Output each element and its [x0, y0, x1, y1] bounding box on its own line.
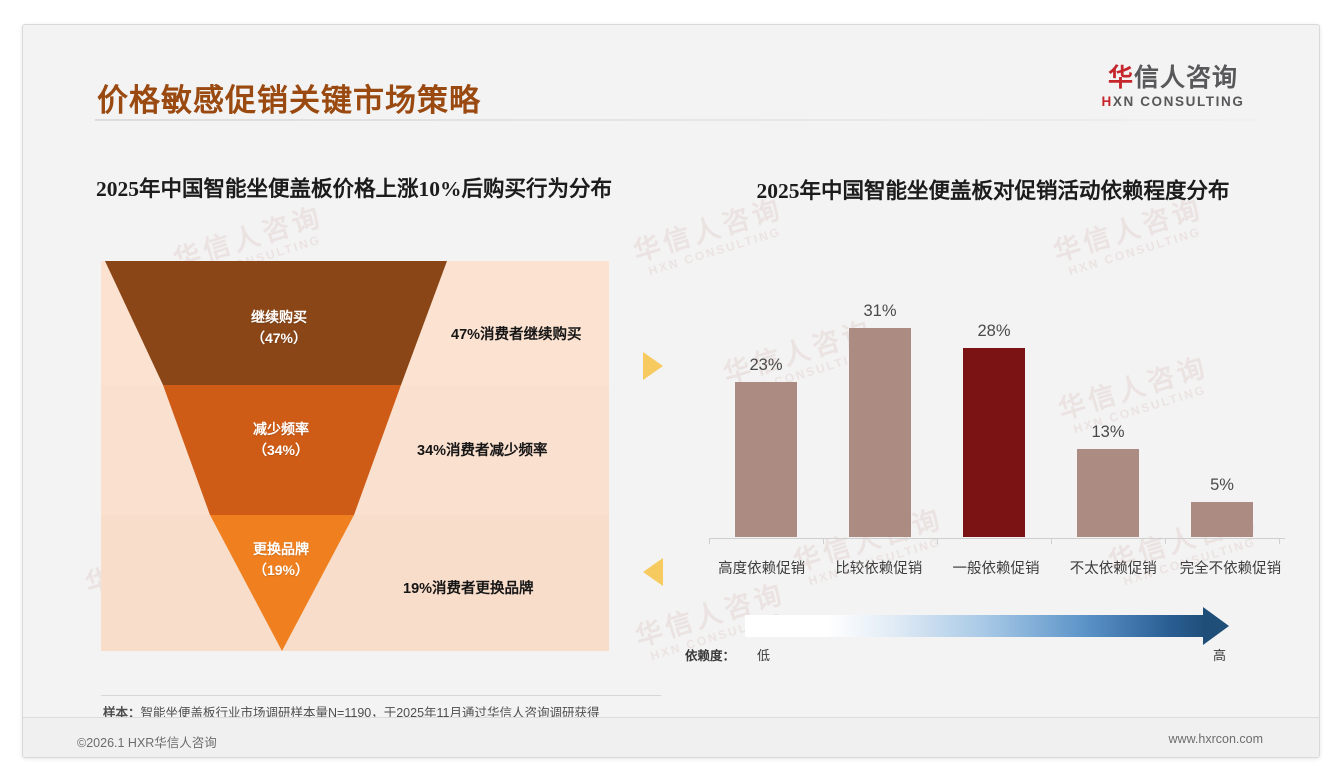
- header-divider: [95, 119, 1255, 121]
- source-note-text: 智能坐便盖板行业市场调研样本量N=1190，于2025年11月通过华信人咨询调研…: [140, 706, 600, 720]
- watermark: 华信人咨询 HXN CONSULTING: [1049, 193, 1207, 279]
- bar-rect-highlight: [963, 348, 1025, 537]
- logo-brand-char: 华: [1107, 64, 1134, 92]
- funnel-segment-1: [105, 261, 447, 385]
- funnel-segment-2: [163, 385, 401, 515]
- bar-column: 13%: [1051, 291, 1165, 537]
- bar-rect: [735, 382, 797, 537]
- footer-website: www.hxrcon.com: [1168, 732, 1263, 746]
- left-chart-title: 2025年中国智能坐便盖板价格上涨10%后购买行为分布: [95, 177, 612, 201]
- logo-english-mark: H: [1101, 94, 1113, 110]
- funnel-note-3: 19%消费者更换品牌: [403, 581, 534, 597]
- bar-column: 23%: [709, 291, 823, 537]
- bar-value-label: 28%: [977, 322, 1011, 340]
- footer-copyright: ©2026.1 HXR华信人咨询: [77, 736, 217, 750]
- axis-tick: [1279, 538, 1280, 544]
- funnel-band-3: [101, 515, 609, 651]
- gradient-arrow-head-icon: [1203, 607, 1229, 645]
- bar-chart: 23% 31% 28% 13% 5%: [685, 273, 1285, 577]
- play-right-triangle-icon: [643, 352, 663, 380]
- bar-value-label: 23%: [749, 356, 783, 374]
- bar-value-label: 13%: [1091, 423, 1125, 441]
- right-chart-title: 2025年中国智能坐便盖板对促销活动依赖程度分布: [756, 179, 1230, 203]
- logo-english-rest: XN CONSULTING: [1112, 94, 1245, 110]
- source-divider: [101, 695, 661, 696]
- axis-tick: [937, 538, 938, 544]
- watermark: 华信人咨询 HXN CONSULTING: [629, 193, 787, 279]
- legend-high-label: 高: [1213, 648, 1227, 663]
- bar-category-label: 比较依赖促销: [835, 561, 923, 577]
- source-note-label: 样本：: [103, 706, 141, 720]
- bar-value-label: 5%: [1210, 476, 1234, 494]
- slide-canvas: 价格敏感促销关键市场策略 华信人咨询 HXN CONSULTING 华信人咨询 …: [22, 24, 1320, 758]
- funnel-note-2: 34%消费者减少频率: [417, 443, 548, 459]
- funnel-segment-3: [210, 515, 354, 651]
- bar-category-label: 完全不依赖促销: [1179, 561, 1282, 577]
- axis-tick: [823, 538, 824, 544]
- funnel-label-2: 减少频率 （34%）: [252, 421, 310, 458]
- legend-label: 依赖度：: [685, 649, 736, 663]
- bar-rect: [849, 328, 911, 537]
- bar-column-highlight: 28%: [937, 291, 1051, 537]
- page-title: 价格敏感促销关键市场策略: [97, 83, 481, 118]
- bar-rect: [1077, 449, 1139, 537]
- slide-footer: ©2026.1 HXR华信人咨询 www.hxrcon.com: [23, 718, 1319, 757]
- axis-tick: [1051, 538, 1052, 544]
- bar-value-label: 31%: [863, 302, 897, 320]
- footer-divider: [23, 717, 1319, 718]
- funnel-label-3: 更换品牌 （19%）: [252, 541, 310, 578]
- funnel-label-1: 继续购买 （47%）: [250, 309, 308, 346]
- gradient-bar: [745, 615, 1205, 637]
- logo-chinese-text: 华信人咨询: [1083, 65, 1263, 91]
- bar-plot-area: 23% 31% 28% 13% 5%: [709, 291, 1279, 537]
- logo-english-text: HXN CONSULTING: [1083, 94, 1263, 109]
- bar-axis-line: [709, 538, 1285, 539]
- dependency-gradient-legend: 依赖度： 低 高: [685, 607, 1285, 673]
- bar-column: 5%: [1165, 291, 1279, 537]
- legend-low-label: 低: [757, 648, 771, 663]
- play-left-triangle-icon: [643, 558, 663, 586]
- bar-category-label: 高度依赖促销: [718, 561, 806, 577]
- bar-category-labels: 高度依赖促销 比较依赖促销 一般依赖促销 不太依赖促销 完全不依赖促销: [703, 557, 1289, 578]
- funnel-chart: 继续购买 （47%） 减少频率 （34%） 更换品牌 （19%） 47%消费者继…: [101, 261, 609, 651]
- slide-header: 价格敏感促销关键市场策略 华信人咨询 HXN CONSULTING: [23, 25, 1319, 121]
- funnel-note-1: 47%消费者继续购买: [451, 327, 582, 343]
- bar-column: 31%: [823, 291, 937, 537]
- logo-brand-rest: 信人咨询: [1134, 64, 1239, 92]
- bar-category-label: 一般依赖促销: [952, 561, 1040, 577]
- axis-tick: [709, 538, 710, 544]
- bar-category-label: 不太依赖促销: [1069, 561, 1157, 577]
- funnel-shape: [105, 261, 447, 651]
- axis-tick: [1165, 538, 1166, 544]
- source-note: 样本：智能坐便盖板行业市场调研样本量N=1190，于2025年11月通过华信人咨…: [103, 702, 600, 721]
- bar-rect: [1191, 502, 1253, 537]
- company-logo: 华信人咨询 HXN CONSULTING: [1083, 65, 1263, 109]
